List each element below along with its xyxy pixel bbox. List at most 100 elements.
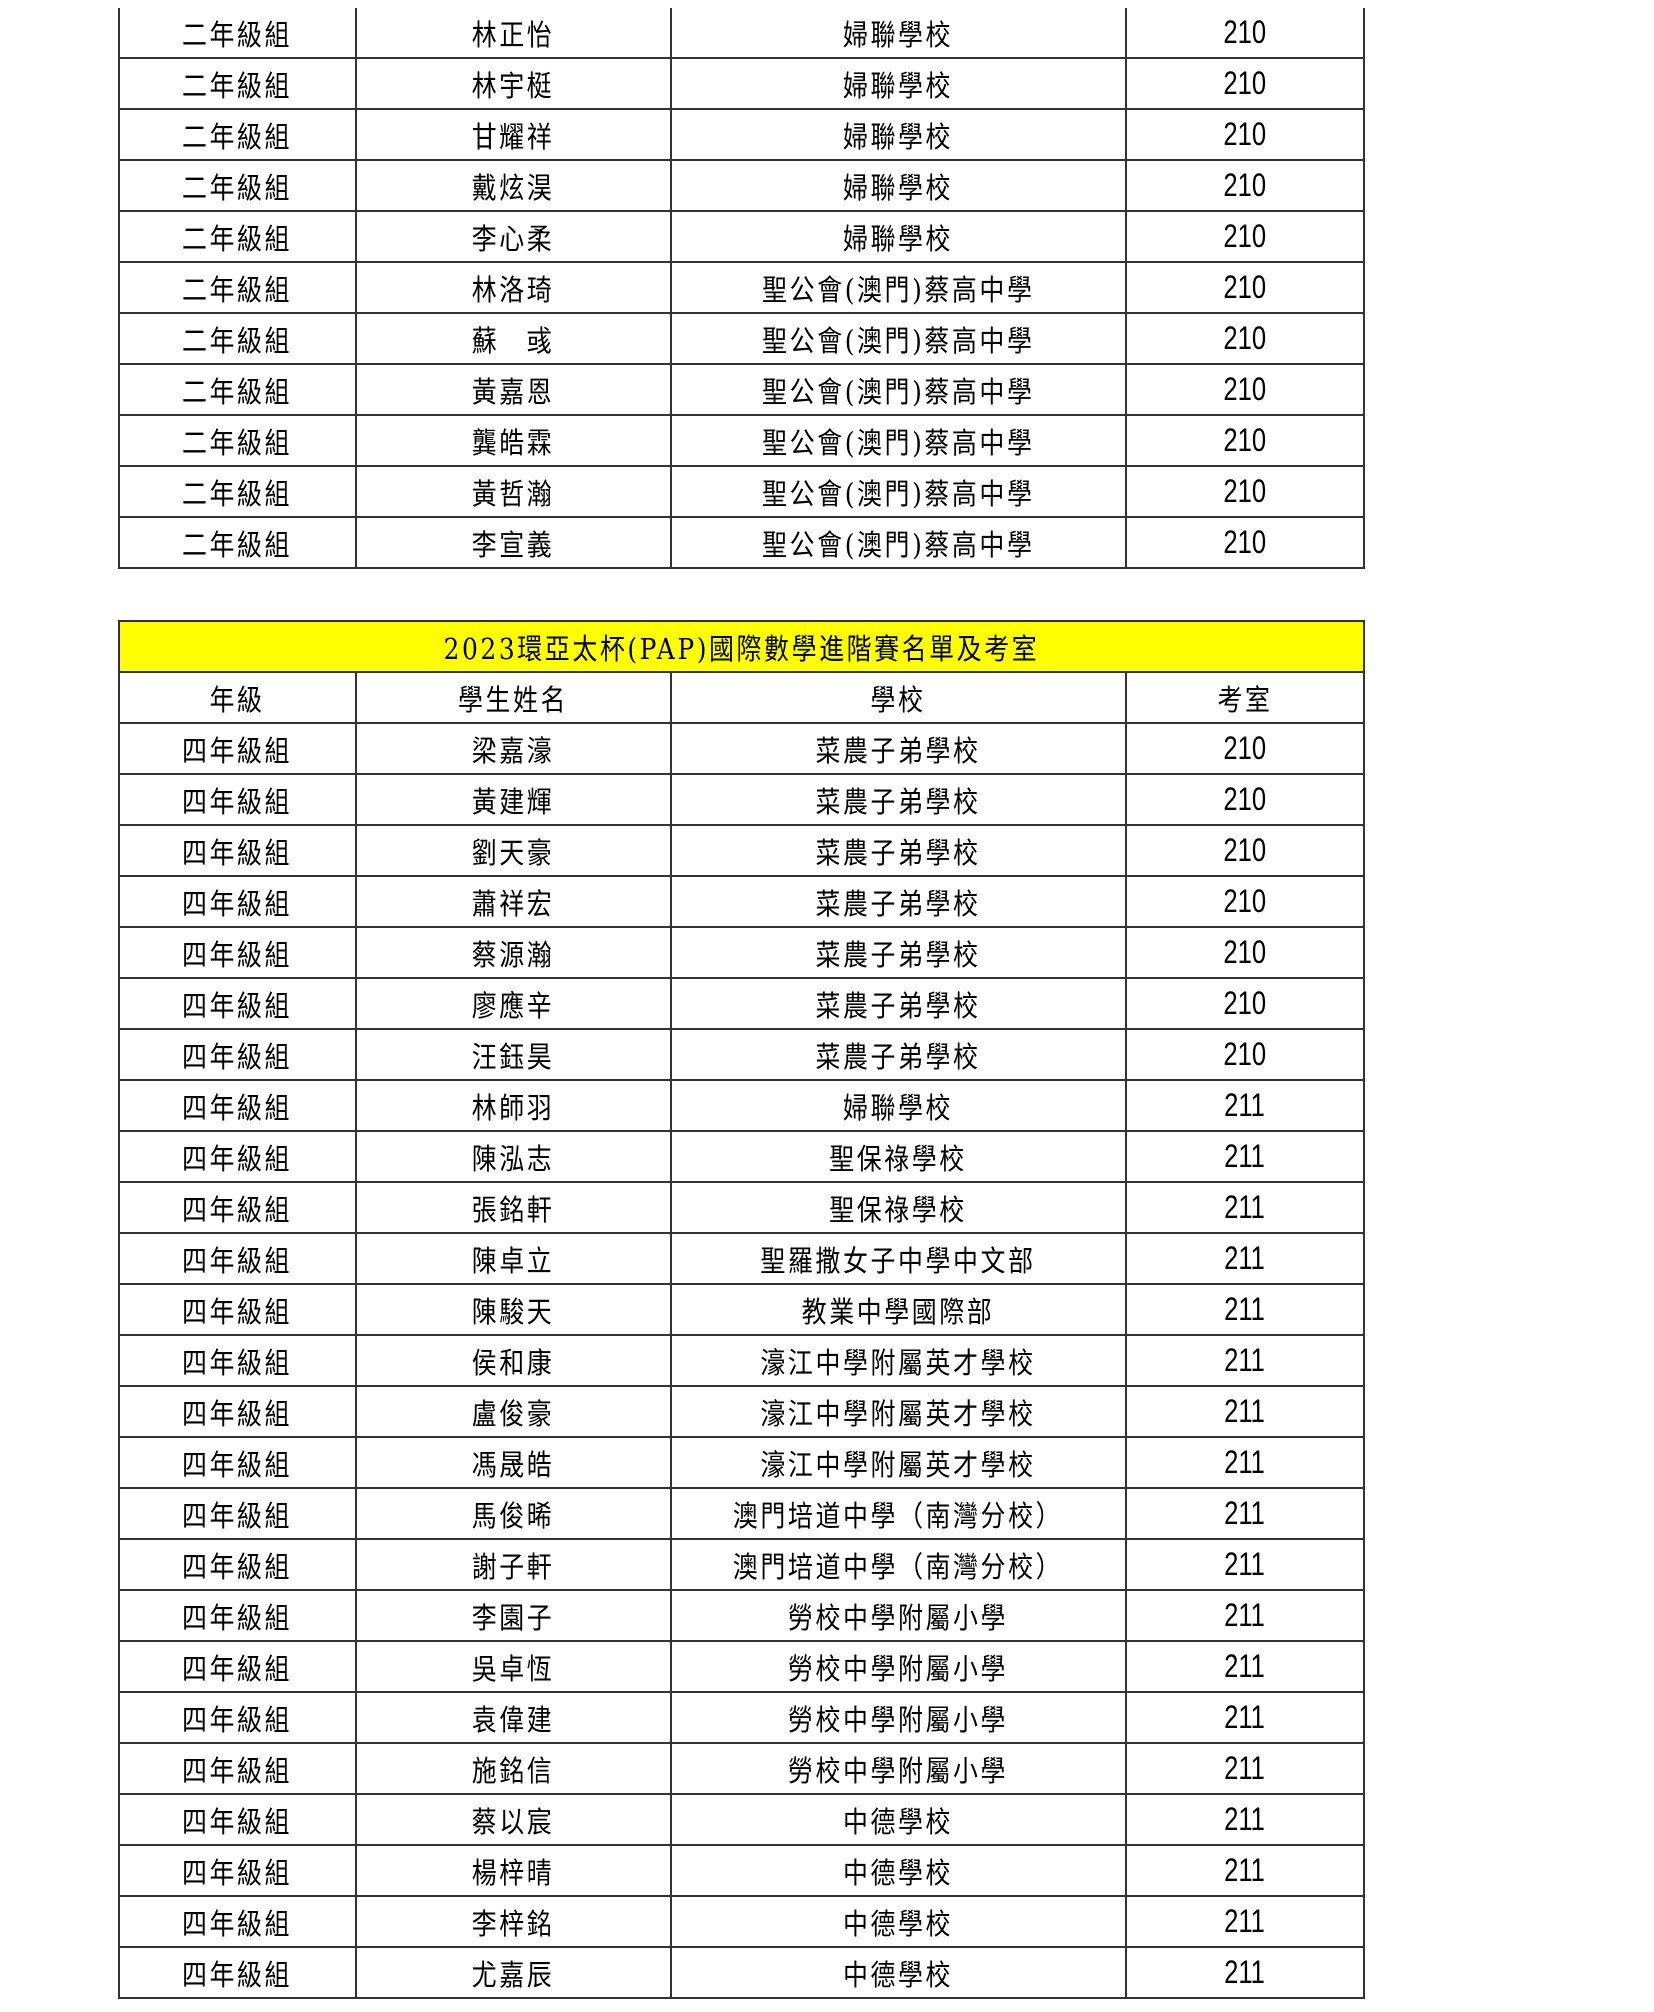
name-cell: 陳駿天 [355,1283,672,1336]
room-cell: 210 [1125,926,1365,979]
room-cell: 211 [1125,1436,1365,1489]
grade-cell-text: 四年級組 [182,1294,293,1329]
school-cell-text: 婦聯學校 [843,17,954,52]
name-cell: 尤嘉辰 [355,1946,672,1999]
table-row: 四年級組 施銘信 勞校中學附屬小學 211 [118,1742,1365,1795]
name-cell: 林正怡 [355,8,672,59]
grade-cell-text: 四年級組 [182,1141,293,1176]
grade-cell: 二年級組 [118,8,357,59]
table-row: 四年級組 陳泓志 聖保祿學校 211 [118,1130,1365,1183]
room-cell: 211 [1125,1334,1365,1387]
school-cell-text: 聖羅撒女子中學中文部 [760,1243,1037,1278]
school-cell: 澳門培道中學（南灣分校） [670,1538,1127,1591]
table-title-row: 2023環亞太杯(PAP)國際數學進階賽名單及考室 [118,620,1365,673]
table-row: 四年級組 袁偉建 勞校中學附屬小學 211 [118,1691,1365,1744]
grade-cell: 四年級組 [118,1079,357,1132]
grade-cell-text: 四年級組 [182,1090,293,1125]
school-cell: 聖公會(澳門)蔡高中學 [670,363,1127,416]
grade-cell-text: 四年級組 [182,988,293,1023]
school-cell: 婦聯學校 [670,1079,1127,1132]
table-row: 四年級組 李園子 勞校中學附屬小學 211 [118,1589,1365,1642]
table-row: 四年級組 梁嘉濠 菜農子弟學校 210 [118,722,1365,775]
grade-cell: 二年級組 [118,363,357,416]
school-cell-text: 菜農子弟學校 [815,835,982,870]
grade-cell: 二年級組 [118,57,357,110]
name-cell: 侯和康 [355,1334,672,1387]
school-cell-text: 勞校中學附屬小學 [788,1600,1009,1635]
school-cell-text: 婦聯學校 [843,221,954,256]
school-cell-text: 中德學校 [843,1855,954,1890]
table-row: 四年級組 楊梓晴 中德學校 211 [118,1844,1365,1897]
school-cell-text: 濠江中學附屬英才學校 [760,1396,1037,1431]
name-cell-text: 林洛琦 [472,272,555,307]
grade-cell-text: 四年級組 [182,835,293,870]
name-cell: 黃建輝 [355,773,672,826]
school-cell: 菜農子弟學校 [670,824,1127,877]
room-cell-text: 210 [1223,883,1267,919]
room-cell-text: 211 [1224,1750,1266,1786]
school-cell-text: 教業中學國際部 [802,1294,995,1329]
grade-cell-text: 四年級組 [182,1039,293,1074]
grade-cell: 四年級組 [118,1028,357,1081]
room-cell-text: 211 [1224,1954,1266,1990]
room-cell-text: 210 [1223,167,1267,203]
room-cell-text: 211 [1224,1291,1266,1327]
grade-cell: 四年級組 [118,1436,357,1489]
room-cell: 210 [1125,108,1365,161]
room-cell-text: 211 [1224,1801,1266,1837]
grade-cell-text: 四年級組 [182,1906,293,1941]
room-cell-text: 211 [1224,1240,1266,1276]
name-cell-text: 黃建輝 [472,784,555,819]
room-cell-text: 211 [1224,1393,1266,1429]
room-cell-text: 210 [1223,730,1267,766]
name-cell: 袁偉建 [355,1691,672,1744]
table-row: 二年級組 甘耀祥 婦聯學校 210 [118,108,1365,161]
school-cell: 聖公會(澳門)蔡高中學 [670,261,1127,314]
table-row: 四年級組 馮晟皓 濠江中學附屬英才學校 211 [118,1436,1365,1489]
name-cell-text: 戴炫淏 [472,170,555,205]
table-title: 2023環亞太杯(PAP)國際數學進階賽名單及考室 [118,620,1365,673]
table-row: 四年級組 陳駿天 教業中學國際部 211 [118,1283,1365,1336]
room-cell: 210 [1125,824,1365,877]
school-cell: 聖羅撒女子中學中文部 [670,1232,1127,1285]
room-cell: 210 [1125,516,1365,569]
grade-cell-text: 二年級組 [182,17,293,52]
grade-cell: 四年級組 [118,1844,357,1897]
room-cell: 210 [1125,210,1365,263]
room-cell-text: 210 [1223,473,1267,509]
room-cell: 211 [1125,1385,1365,1438]
room-cell-text: 211 [1224,1597,1266,1633]
school-cell-text: 菜農子弟學校 [815,1039,982,1074]
table-row: 二年級組 林宇梃 婦聯學校 210 [118,57,1365,110]
name-cell: 張銘軒 [355,1181,672,1234]
grade-cell: 四年級組 [118,1334,357,1387]
name-cell-text: 蔡源瀚 [472,937,555,972]
room-cell: 211 [1125,1232,1365,1285]
school-cell-text: 菜農子弟學校 [815,937,982,972]
grade-cell-text: 二年級組 [182,119,293,154]
table-row: 四年級組 陳卓立 聖羅撒女子中學中文部 211 [118,1232,1365,1285]
school-cell: 勞校中學附屬小學 [670,1589,1127,1642]
room-cell-text: 210 [1223,218,1267,254]
room-cell: 210 [1125,363,1365,416]
table-title-text: 2023環亞太杯(PAP)國際數學進階賽名單及考室 [443,631,1040,666]
room-cell-text: 211 [1224,1138,1266,1174]
room-cell-text: 211 [1224,1903,1266,1939]
name-cell-text: 蘇 彧 [472,323,555,358]
grade-cell: 四年級組 [118,1640,357,1693]
grade-cell-text: 四年級組 [182,1396,293,1431]
room-cell: 211 [1125,1283,1365,1336]
grade-cell-text: 四年級組 [182,1498,293,1533]
grade-cell: 四年級組 [118,977,357,1030]
room-cell: 211 [1125,1538,1365,1591]
grade-cell-text: 四年級組 [182,1549,293,1584]
room-cell-text: 210 [1223,1036,1267,1072]
table-row: 四年級組 張銘軒 聖保祿學校 211 [118,1181,1365,1234]
table-row: 四年級組 劉天豪 菜農子弟學校 210 [118,824,1365,877]
name-cell-text: 龔皓霖 [472,425,555,460]
school-cell: 澳門培道中學（南灣分校） [670,1487,1127,1540]
name-cell-text: 施銘信 [472,1753,555,1788]
grade-cell: 四年級組 [118,1181,357,1234]
table-row: 四年級組 尤嘉辰 中德學校 211 [118,1946,1365,1999]
room-cell-text: 211 [1224,1699,1266,1735]
